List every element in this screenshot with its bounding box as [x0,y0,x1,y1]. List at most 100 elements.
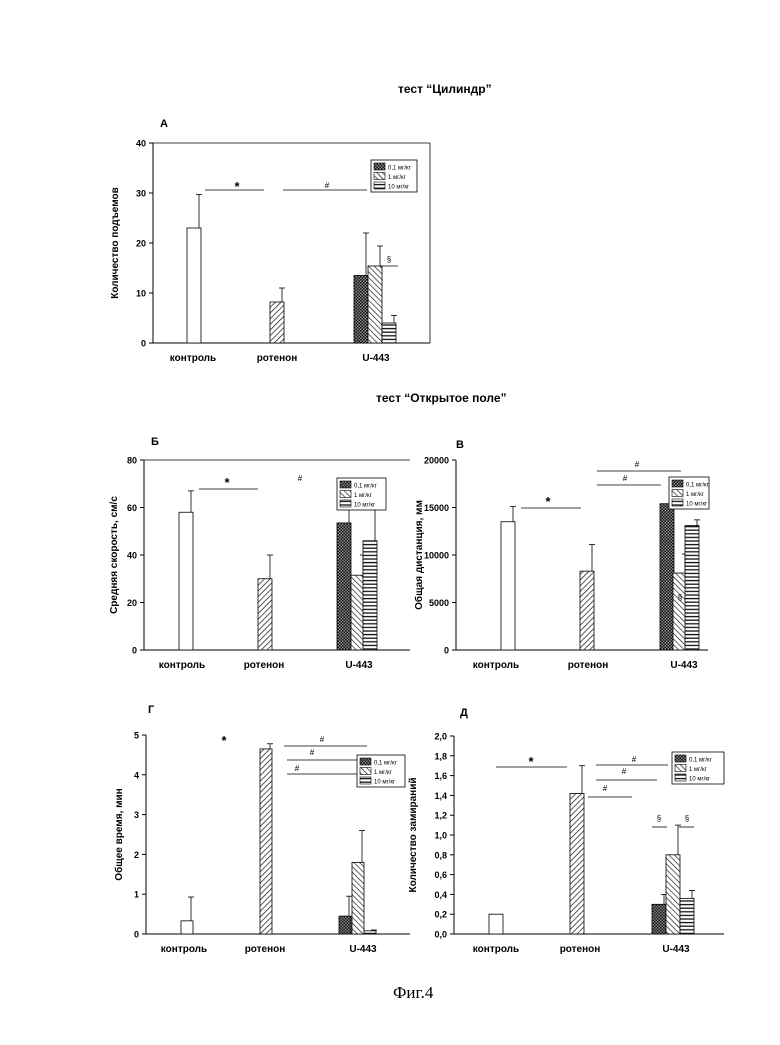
y-tick-label: 40 [136,139,146,149]
chart-panel-Д: 0,00,20,40,60,81,01,21,41,61,82,0Количес… [408,707,724,955]
y-tick-label: 1,6 [434,771,447,781]
bar [270,302,284,343]
y-tick-label: 10000 [424,551,449,561]
legend-swatch [360,777,371,784]
chart-panel-Г: 0 1 2 3 4 5 Общее время, мин Гконтроль ротенон U-… [113,704,410,955]
significance-symbol: § [657,814,661,823]
x-category-label: U-443 [345,660,373,671]
legend-label: 0,1 мг/кг [689,758,713,764]
significance-symbol: * [234,179,240,194]
y-tick-label: 1,4 [434,791,447,801]
x-category-label: ротенон [560,944,601,955]
significance-symbol: # [310,748,315,757]
x-category-label: U-443 [662,944,690,955]
significance-symbol: # [632,755,637,764]
y-axis-label: Количество подъемов [110,187,121,299]
y-tick-label: 0 [141,339,146,349]
y-tick-label: 2 [134,850,139,860]
legend-label: 1 мг/кг [388,175,407,181]
legend-label: 1 мг/кг [686,492,705,498]
x-category-label: ротенон [244,660,285,671]
legend-swatch [340,481,351,488]
significance-symbol: § [685,814,689,823]
panel-letter: А [160,118,168,130]
y-axis-label: Общее время, мин [113,788,125,880]
legend-swatch [675,774,686,781]
panel-letter: Г [148,704,155,716]
y-tick-label: 1 [134,890,139,900]
bar [382,323,396,343]
bar [352,862,364,934]
panel-letter: Б [151,436,159,448]
y-tick-label: 1,2 [434,811,447,821]
chart-panel-В: 05000100001500020000Общая дистанция, ммВ… [413,439,710,671]
significance-symbol: # [298,474,303,483]
significance-symbol: # [325,181,330,190]
legend-label: 10 мг/кг [388,185,410,191]
panel-letter: В [456,439,464,451]
y-tick-label: 40 [127,551,137,561]
bar [364,931,376,934]
y-tick-label: 30 [136,189,146,199]
legend-swatch [374,173,385,180]
x-category-label: контроль [473,660,519,671]
y-tick-label: 5 [134,731,139,741]
y-tick-label: 10 [136,289,146,299]
significance-symbol: # [295,764,300,773]
bar [666,855,680,934]
significance-symbol: # [622,767,627,776]
legend-label: 0,1 мг/кг [388,166,412,172]
legend-label: 0,1 мг/кг [374,761,398,767]
x-category-label: контроль [170,353,216,364]
x-category-label: ротенон [245,944,286,955]
bar [179,512,193,650]
y-tick-label: 2,0 [434,732,447,742]
bar [489,914,503,934]
y-tick-label: 80 [127,456,137,466]
x-category-label: U-443 [349,944,377,955]
bar [363,541,377,650]
legend-swatch [360,768,371,775]
y-tick-label: 60 [127,503,137,513]
y-tick-label: 0,8 [434,850,447,860]
bar [580,571,594,650]
y-tick-label: 0,4 [434,890,447,900]
y-tick-label: 0,2 [434,910,447,920]
legend-label: 0,1 мг/кг [354,484,378,490]
y-tick-label: 3 [134,810,139,820]
legend-label: 1 мг/кг [689,767,708,773]
legend-label: 1 мг/кг [354,493,373,499]
bar [187,228,201,343]
chart-panel-А: 010203040Количество подъемовАконтрольрот… [110,118,430,364]
legend-swatch [340,500,351,507]
bar [339,916,351,934]
legend-swatch [360,758,371,765]
y-tick-label: 0 [444,646,449,656]
y-axis-label: Общая дистанция, мм [413,500,425,610]
legend-swatch [675,765,686,772]
y-tick-label: 4 [134,770,139,780]
significance-symbol: * [545,494,551,509]
legend-label: 10 мг/кг [689,777,711,783]
bar [685,526,699,650]
y-axis-label: Средняя скорость, см/с [109,496,120,614]
panel-letter: Д [460,707,468,719]
x-category-label: контроль [161,944,207,955]
legend-label: 10 мг/кг [686,502,708,508]
bar [368,266,382,343]
legend-swatch [672,490,683,497]
figure-canvas: 010203040Количество подъемовАконтрольрот… [0,0,780,1045]
legend-swatch [675,755,686,762]
legend-label: 1 мг/кг [374,770,393,776]
significance-symbol: § [678,593,682,602]
significance-symbol: # [320,735,325,744]
legend-label: 0,1 мг/кг [686,483,710,489]
significance-symbol: # [603,784,608,793]
legend-swatch [340,491,351,498]
bar [652,904,666,934]
legend-swatch [672,499,683,506]
y-tick-label: 0 [134,930,139,940]
y-tick-label: 20 [127,598,137,608]
legend-label: 10 мг/кг [354,503,376,509]
y-tick-label: 0,6 [434,870,447,880]
